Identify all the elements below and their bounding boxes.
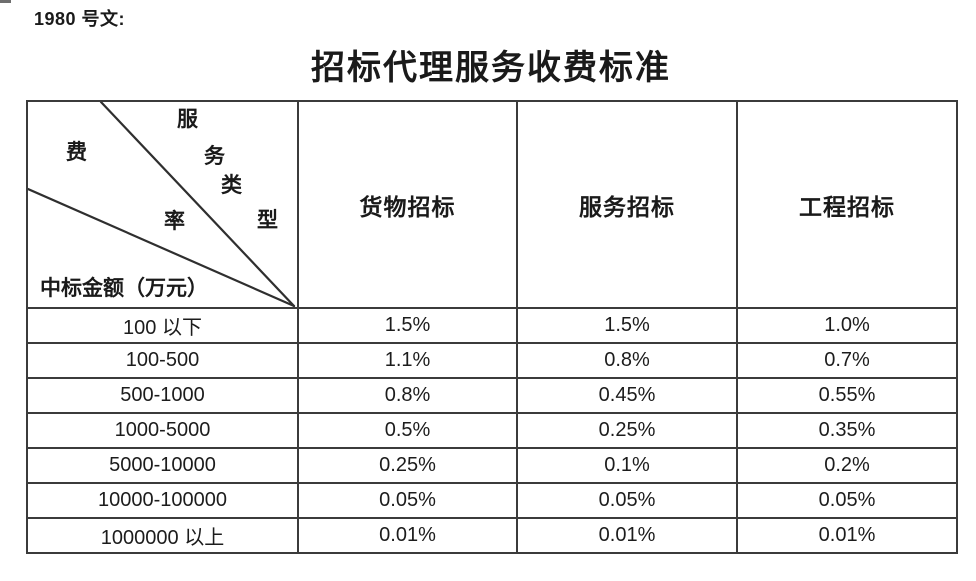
row-label: 5000-10000 [26,447,299,484]
corner-label-fee: 费 [66,140,87,164]
table-row: 5000-10000 0.25% 0.1% 0.2% [26,447,958,484]
row-label: 1000-5000 [26,412,299,449]
corner-label-service-type-char-2: 务 [204,144,225,168]
table-row: 1000000 以上 0.01% 0.01% 0.01% [26,517,958,554]
rate-cell: 0.01% [516,517,738,554]
rate-cell: 0.05% [297,482,518,519]
column-header-service-bidding: 服务招标 [516,100,738,309]
corner-cell: 费 服 务 类 型 率 中标金额（万元） [26,100,299,309]
table-row: 100-500 1.1% 0.8% 0.7% [26,342,958,379]
row-label: 10000-100000 [26,482,299,519]
fee-table: 费 服 务 类 型 率 中标金额（万元） 货物招标 服务招标 工程招标 100 … [26,100,958,554]
rate-cell: 0.8% [516,342,738,379]
rate-cell: 1.5% [297,307,518,344]
table-row: 100 以下 1.5% 1.5% 1.0% [26,307,958,344]
corner-label-service-type-char-4: 型 [257,208,278,232]
rate-cell: 0.55% [736,377,958,414]
row-label: 100-500 [26,342,299,379]
rate-cell: 0.7% [736,342,958,379]
corner-label-service-type-char-1: 服 [177,107,198,131]
header-row: 费 服 务 类 型 率 中标金额（万元） 货物招标 服务招标 工程招标 [26,100,958,309]
row-label: 1000000 以上 [26,517,299,554]
corner-label-award-amount: 中标金额（万元） [40,276,208,300]
table-row: 500-1000 0.8% 0.45% 0.55% [26,377,958,414]
rate-cell: 0.35% [736,412,958,449]
rate-cell: 0.45% [516,377,738,414]
row-label: 500-1000 [26,377,299,414]
corner-label-service-type-char-3: 类 [221,173,242,197]
column-header-goods-bidding: 货物招标 [297,100,518,309]
diagonal-divider-lines [28,102,296,308]
rate-cell: 0.2% [736,447,958,484]
row-label: 100 以下 [26,307,299,344]
rate-cell: 0.01% [297,517,518,554]
rate-cell: 0.5% [297,412,518,449]
rate-cell: 1.5% [516,307,738,344]
scan-artifact [0,0,11,3]
corner-label-rate: 率 [164,209,185,233]
rate-cell: 0.25% [297,447,518,484]
rate-cell: 1.1% [297,342,518,379]
rate-cell: 0.05% [736,482,958,519]
column-header-works-bidding: 工程招标 [736,100,958,309]
page-title: 招标代理服务收费标准 [311,50,671,87]
rate-cell: 0.1% [516,447,738,484]
table-row: 1000-5000 0.5% 0.25% 0.35% [26,412,958,449]
rate-cell: 0.05% [516,482,738,519]
rate-cell: 0.01% [736,517,958,554]
table-row: 10000-100000 0.05% 0.05% 0.05% [26,482,958,519]
doc-number: 1980 号文: [34,9,126,29]
rate-cell: 1.0% [736,307,958,344]
rate-cell: 0.25% [516,412,738,449]
rate-cell: 0.8% [297,377,518,414]
